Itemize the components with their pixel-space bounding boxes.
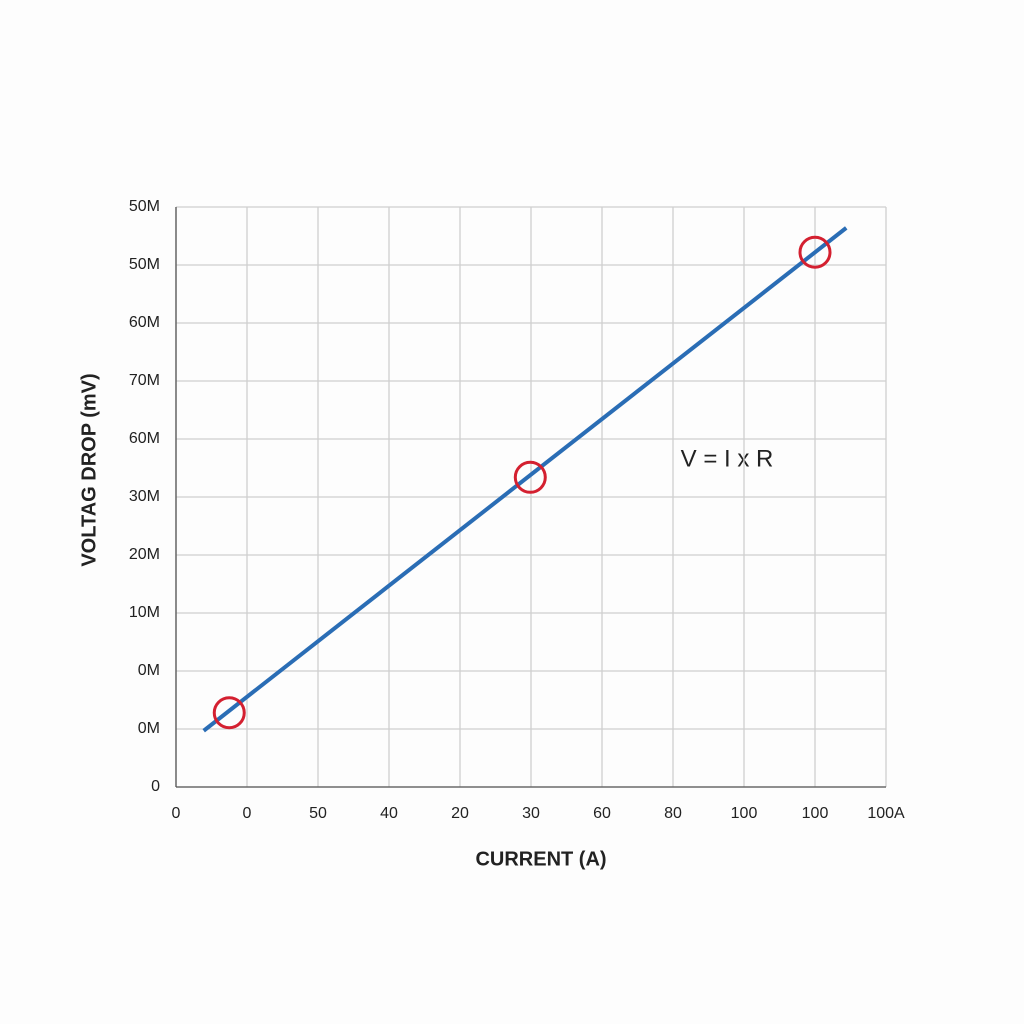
y-tick-label: 0 [151,778,160,795]
x-tick-label: 60 [593,805,611,822]
y-tick-label: 50M [129,198,160,215]
x-tick-label: 100 [802,805,829,822]
x-tick-label: 0 [172,805,181,822]
annotation: V = I x R [681,445,774,472]
y-tick-label: 60M [129,314,160,331]
y-axis-label: VOLTAG DROP (mV) [78,373,100,566]
x-tick-label: 0 [243,805,252,822]
x-tick-label: 40 [380,805,398,822]
y-tick-label: 20M [129,546,160,563]
y-tick-label: 0M [138,720,160,737]
data-line [202,226,848,733]
x-axis-label: CURRENT (A) [475,848,606,870]
y-tick-label: 30M [129,488,160,505]
x-tick-label: 50 [309,805,327,822]
y-tick-label: 0M [138,662,160,679]
x-tick-label: 20 [451,805,469,822]
data-marker [212,696,246,730]
data-marker [513,460,547,494]
y-tick-label: 60M [129,430,160,447]
data-marker [798,235,832,269]
y-tick-label: 70M [129,372,160,389]
x-tick-label: 30 [522,805,540,822]
x-tick-label: 100A [867,805,905,822]
x-tick-label: 80 [664,805,682,822]
y-tick-label: 10M [129,604,160,621]
x-tick-label: 100 [731,805,758,822]
y-tick-label: 50M [129,256,160,273]
